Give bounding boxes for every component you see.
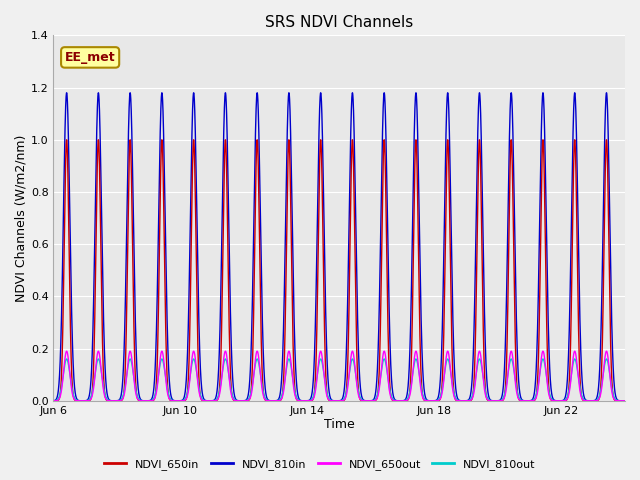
NDVI_810in bbox=[388, 378, 396, 384]
NDVI_650out bbox=[49, 398, 57, 404]
NDVI_650in bbox=[413, 145, 420, 151]
NDVI_650out bbox=[78, 398, 86, 404]
NDVI_810in bbox=[49, 398, 57, 404]
Y-axis label: NDVI Channels (W/m2/nm): NDVI Channels (W/m2/nm) bbox=[15, 134, 28, 302]
NDVI_810in bbox=[474, 157, 481, 163]
NDVI_650in bbox=[78, 398, 86, 404]
NDVI_650in bbox=[49, 398, 57, 404]
NDVI_810out bbox=[504, 373, 511, 379]
Text: EE_met: EE_met bbox=[65, 51, 115, 64]
NDVI_810in bbox=[460, 398, 467, 404]
NDVI_650out bbox=[504, 373, 511, 379]
Line: NDVI_650out: NDVI_650out bbox=[53, 351, 625, 401]
NDVI_650out bbox=[474, 361, 481, 367]
NDVI_810out bbox=[257, 371, 264, 376]
Line: NDVI_650in: NDVI_650in bbox=[53, 140, 625, 401]
X-axis label: Time: Time bbox=[324, 419, 355, 432]
NDVI_810out bbox=[78, 398, 86, 404]
NDVI_810out bbox=[388, 394, 396, 399]
NDVI_650in bbox=[621, 398, 629, 404]
NDVI_650out bbox=[539, 348, 547, 354]
NDVI_810out bbox=[539, 356, 547, 362]
NDVI_650in bbox=[388, 396, 396, 402]
NDVI_810in bbox=[257, 211, 264, 217]
Legend: NDVI_650in, NDVI_810in, NDVI_650out, NDVI_810out: NDVI_650in, NDVI_810in, NDVI_650out, NDV… bbox=[100, 455, 540, 474]
Line: NDVI_810out: NDVI_810out bbox=[53, 359, 625, 401]
NDVI_810out bbox=[49, 398, 57, 404]
NDVI_650in bbox=[504, 308, 511, 313]
NDVI_810out bbox=[621, 398, 629, 404]
NDVI_650in bbox=[257, 291, 264, 297]
NDVI_650out bbox=[621, 398, 629, 404]
NDVI_650out bbox=[257, 371, 264, 376]
Line: NDVI_810in: NDVI_810in bbox=[53, 93, 625, 401]
Title: SRS NDVI Channels: SRS NDVI Channels bbox=[265, 15, 413, 30]
NDVI_650in bbox=[539, 137, 547, 143]
NDVI_810in bbox=[413, 96, 420, 101]
NDVI_650out bbox=[460, 398, 467, 404]
NDVI_810out bbox=[460, 398, 467, 404]
NDVI_810in bbox=[504, 228, 511, 234]
NDVI_650in bbox=[474, 229, 481, 235]
NDVI_810out bbox=[474, 364, 481, 370]
NDVI_650out bbox=[388, 396, 396, 402]
NDVI_650out bbox=[413, 349, 420, 355]
NDVI_810in bbox=[78, 398, 86, 404]
NDVI_650in bbox=[460, 398, 467, 404]
NDVI_810in bbox=[539, 90, 547, 96]
NDVI_810in bbox=[621, 398, 629, 404]
NDVI_810out bbox=[413, 357, 420, 362]
